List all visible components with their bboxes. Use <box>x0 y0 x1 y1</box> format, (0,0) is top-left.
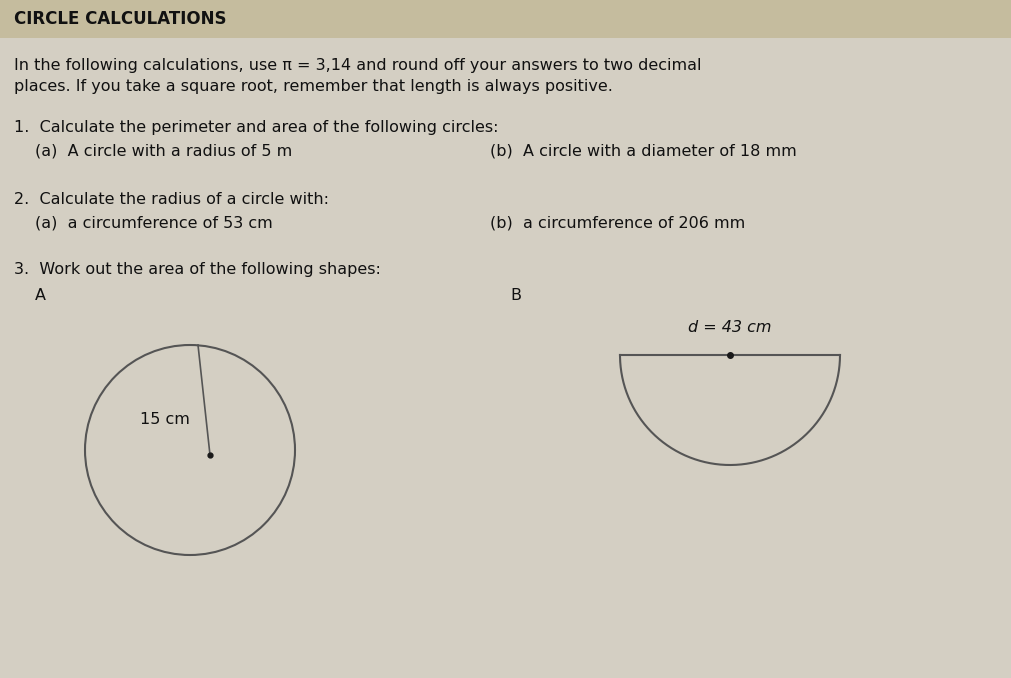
Text: (b)  A circle with a diameter of 18 mm: (b) A circle with a diameter of 18 mm <box>489 143 796 158</box>
Text: 15 cm: 15 cm <box>140 412 190 428</box>
Text: (a)  a circumference of 53 cm: (a) a circumference of 53 cm <box>35 215 273 230</box>
Bar <box>0 0 1011 38</box>
Text: d = 43 cm: d = 43 cm <box>687 319 771 334</box>
Text: B: B <box>510 288 521 303</box>
Text: places. If you take a square root, remember that length is always positive.: places. If you take a square root, remem… <box>14 79 613 94</box>
Text: A: A <box>35 288 45 303</box>
Text: 3.  Work out the area of the following shapes:: 3. Work out the area of the following sh… <box>14 262 380 277</box>
Text: 1.  Calculate the perimeter and area of the following circles:: 1. Calculate the perimeter and area of t… <box>14 120 498 135</box>
Text: In the following calculations, use π = 3,14 and round off your answers to two de: In the following calculations, use π = 3… <box>14 58 701 73</box>
Text: (a)  A circle with a radius of 5 m: (a) A circle with a radius of 5 m <box>35 143 292 158</box>
Text: CIRCLE CALCULATIONS: CIRCLE CALCULATIONS <box>14 10 226 28</box>
Text: (b)  a circumference of 206 mm: (b) a circumference of 206 mm <box>489 215 744 230</box>
Text: 2.  Calculate the radius of a circle with:: 2. Calculate the radius of a circle with… <box>14 192 329 207</box>
